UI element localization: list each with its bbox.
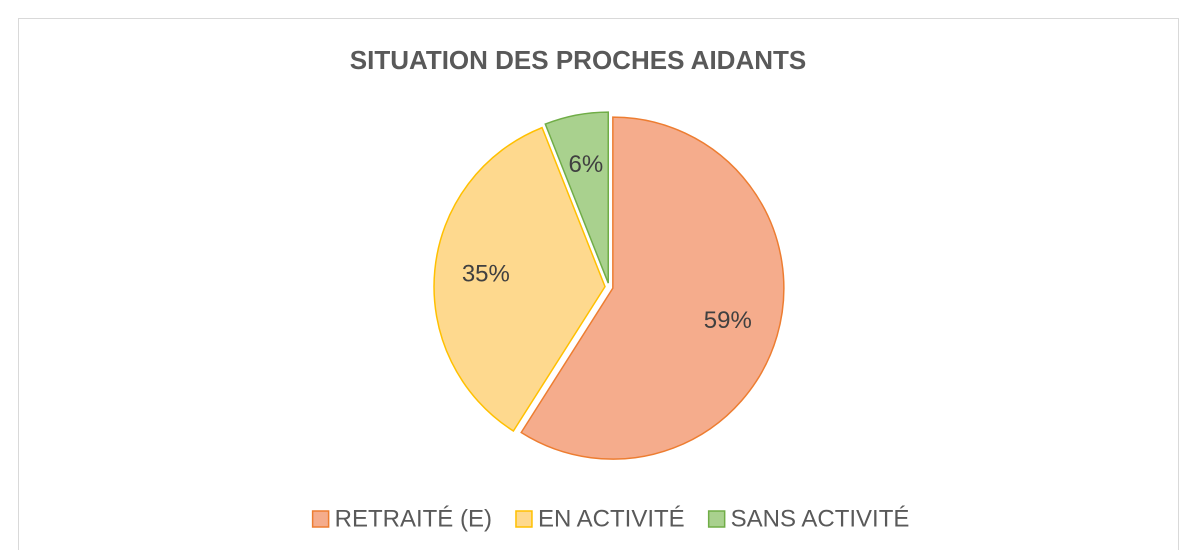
legend-swatch [515,510,533,528]
legend-item: SANS ACTIVITÉ [707,505,910,532]
data-label: 6% [568,151,603,178]
legend-item: RETRAITÉ (E) [311,505,492,532]
pie-slice [433,126,606,433]
pie-slice [544,111,609,284]
pie: 59% 35% 6% [433,111,785,460]
legend: RETRAITÉ (E) EN ACTIVITÉ SANS ACTIVITÉ [311,505,910,532]
legend-swatch [707,510,726,528]
legend-swatch [311,510,330,528]
data-label: 59% [704,307,752,334]
legend-item: EN ACTIVITÉ [515,505,685,532]
pie-slice [520,116,785,460]
chart-title: SITUATION DES PROCHES AIDANTS [350,45,806,75]
legend-label: EN ACTIVITÉ [538,505,685,532]
legend-label: SANS ACTIVITÉ [731,505,910,532]
legend-label: RETRAITÉ (E) [335,505,492,532]
data-label: 35% [462,261,510,288]
